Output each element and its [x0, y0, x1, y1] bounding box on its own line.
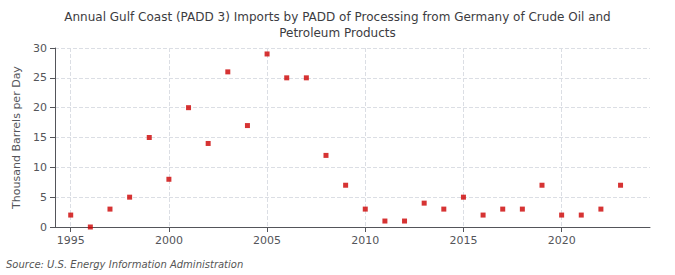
svg-text:Petroleum Products: Petroleum Products	[279, 26, 396, 40]
svg-text:30: 30	[33, 42, 47, 55]
svg-text:2015: 2015	[449, 234, 477, 247]
svg-text:20: 20	[33, 101, 47, 114]
svg-text:25: 25	[33, 71, 47, 84]
svg-text:1995: 1995	[57, 234, 85, 247]
svg-text:2000: 2000	[155, 234, 183, 247]
svg-text:Source: U.S. Energy Informatio: Source: U.S. Energy Information Administ…	[6, 259, 243, 270]
svg-text:0: 0	[40, 221, 47, 234]
svg-text:10: 10	[33, 161, 47, 174]
svg-text:2010: 2010	[351, 234, 379, 247]
svg-text:5: 5	[40, 191, 47, 204]
svg-text:15: 15	[33, 131, 47, 144]
svg-text:2020: 2020	[548, 234, 576, 247]
svg-text:Thousand Barrels per Day: Thousand Barrels per Day	[10, 66, 23, 210]
svg-text:2005: 2005	[253, 234, 281, 247]
svg-text:Annual Gulf Coast (PADD 3) Imp: Annual Gulf Coast (PADD 3) Imports by PA…	[64, 10, 610, 24]
